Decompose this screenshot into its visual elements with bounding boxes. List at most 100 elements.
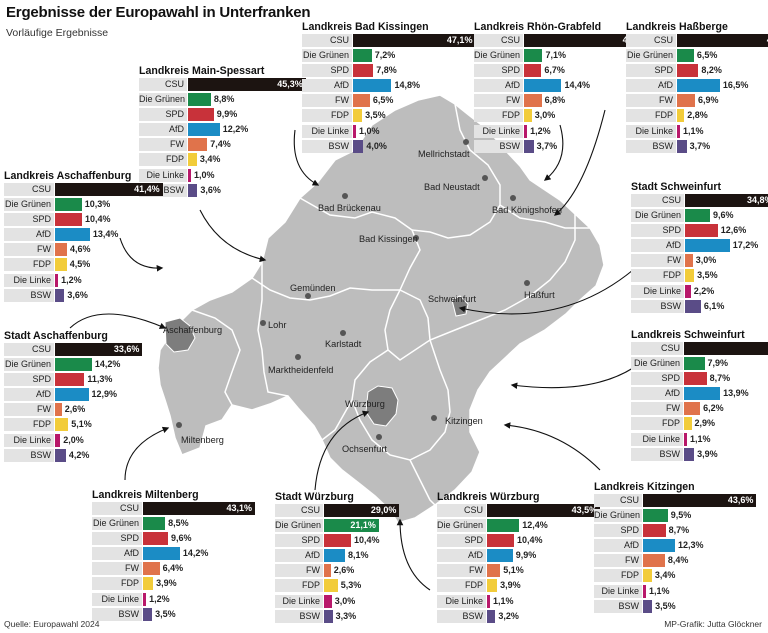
- party-row: Die Linke 3,0%: [275, 594, 355, 609]
- party-label: AfD: [474, 79, 523, 93]
- arrow-stadt-wuerzburg: [314, 410, 370, 491]
- party-bar: [353, 64, 374, 78]
- party-bar: [685, 299, 701, 313]
- party-row: FW 6,5%: [302, 94, 429, 108]
- party-bar: [324, 534, 352, 548]
- party-value-label: 2,8%: [687, 110, 708, 121]
- party-bar: [55, 448, 66, 462]
- party-row: FW 8,4%: [594, 554, 695, 568]
- party-value-label: 1,1%: [690, 433, 711, 444]
- party-bar: [487, 534, 515, 548]
- party-bar: [643, 494, 757, 507]
- party-bar: [684, 432, 687, 446]
- party-label: AfD: [437, 549, 486, 563]
- result-box-title: Landkreis Rhön-Grabfeld: [474, 21, 602, 33]
- result-box: Landkreis Rhön-GrabfeldCSU48,9%Die Grüne…: [474, 20, 652, 155]
- party-row: SPD 8,2%: [626, 64, 728, 78]
- result-box-title: Landkreis Main-Spessart: [139, 65, 265, 77]
- party-value-label: 14,8%: [394, 80, 420, 91]
- party-bar: [353, 79, 392, 93]
- party-bar: [353, 139, 364, 153]
- party-bar: [55, 273, 59, 287]
- party-label: Die Grünen: [275, 519, 323, 533]
- party-value-label: 3,7%: [689, 140, 711, 151]
- party-bar: [487, 564, 501, 578]
- party-bar: [677, 64, 699, 78]
- party-label: BSW: [626, 139, 676, 153]
- party-value-label: 45,3%: [277, 79, 303, 89]
- party-bar: [55, 198, 82, 212]
- party-bar: [685, 194, 768, 207]
- party-bar: [143, 577, 154, 591]
- party-label: CSU: [437, 504, 486, 517]
- party-bar: [324, 579, 338, 593]
- party-bar: [684, 417, 692, 431]
- party-value-label: 2,9%: [694, 418, 716, 429]
- party-label: CSU: [302, 34, 352, 47]
- party-label: SPD: [631, 372, 683, 386]
- party-bar: [55, 258, 67, 272]
- party-bar: [55, 433, 61, 447]
- party-value-label: 8,4%: [667, 555, 689, 566]
- party-bar: [55, 213, 83, 227]
- party-row: FW 5,1%: [437, 564, 539, 578]
- result-box: Landkreis Bad Kissingen CSU 47,1% Die Grüne…: [302, 20, 476, 155]
- party-bar: [143, 562, 160, 576]
- party-row: Die Linke 1,0%: [302, 124, 429, 139]
- party-label: Die Linke: [302, 124, 352, 138]
- party-row: FDP 2,8%: [626, 109, 728, 123]
- district-borders: [191, 103, 590, 506]
- page-title: Ergebnisse der Europawahl in Unterfranke…: [6, 4, 311, 21]
- party-row: SPD 12,6%: [631, 224, 746, 238]
- party-row: FW 6,2%: [631, 402, 745, 416]
- party-bar: [685, 269, 695, 283]
- party-label: Die Grünen: [474, 49, 523, 63]
- party-bar: [643, 584, 646, 598]
- party-row: BSW 3,6%: [4, 288, 131, 303]
- party-value-label: 9,5%: [670, 510, 692, 521]
- party-bar: [524, 94, 542, 108]
- party-row: SPD 8,7%: [594, 524, 695, 538]
- party-bar: [353, 109, 363, 123]
- party-value-label: 3,0%: [534, 110, 556, 121]
- party-value-label: 3,4%: [654, 570, 676, 581]
- party-label: AfD: [139, 123, 187, 137]
- party-label: SPD: [4, 213, 54, 227]
- party-row: Die Linke 1,2%: [4, 273, 131, 288]
- party-bar: [55, 418, 69, 432]
- result-box: Landkreis HaßbergeCSU45,5%Die Grünen 6,5%…: [626, 20, 768, 155]
- party-row: BSW 3,2%: [437, 609, 539, 624]
- party-value-label: 11,3%: [87, 374, 113, 385]
- party-value-label: 3,6%: [200, 184, 221, 195]
- party-bar: [55, 343, 143, 356]
- party-bar: [487, 594, 490, 608]
- party-label: Die Grünen: [139, 93, 187, 107]
- party-value-label: 4,5%: [69, 259, 91, 270]
- party-label: SPD: [4, 373, 54, 387]
- party-label: BSW: [631, 447, 683, 461]
- city-dot: [431, 415, 437, 421]
- party-value-label: 12,9%: [91, 389, 118, 400]
- party-row: BSW 4,0%: [302, 139, 429, 154]
- party-row: Die Linke 2,2%: [631, 284, 721, 299]
- arrow-stadt-aschaffenburg: [69, 313, 167, 329]
- party-row: CSU 41,4%: [4, 183, 163, 197]
- party-bar: [487, 504, 601, 517]
- party-bar: [684, 402, 701, 416]
- map-city-label: Haßfurt: [524, 290, 555, 300]
- party-row: SPD 6,7%: [474, 64, 601, 78]
- party-bar: [55, 183, 163, 196]
- party-label: Die Linke: [92, 592, 142, 606]
- party-row: AfD 12,2%: [139, 123, 264, 137]
- party-row: Die Grünen 21,1%: [275, 519, 379, 533]
- party-value-label: 3,6%: [67, 289, 88, 300]
- party-row: SPD 7,8%: [302, 64, 429, 78]
- party-row: CSU 43,1%: [92, 502, 256, 516]
- party-label: Die Grünen: [631, 209, 684, 223]
- party-bar: [188, 168, 191, 182]
- party-value-label: 13,4%: [92, 229, 119, 240]
- party-value-label: 43,5%: [571, 505, 598, 515]
- party-label: SPD: [594, 524, 642, 538]
- party-row: CSU 43,6%: [594, 494, 757, 508]
